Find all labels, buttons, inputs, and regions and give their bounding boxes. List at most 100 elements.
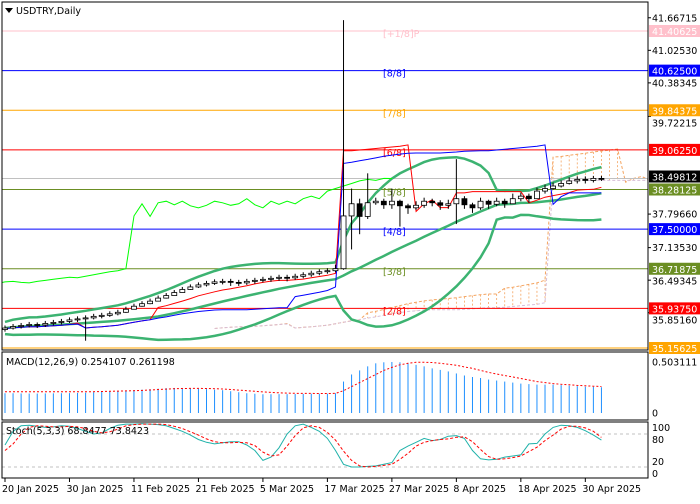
candle-body: [83, 318, 88, 319]
macd-label: MACD(12,26,9) 0.254107 0.261198: [6, 357, 175, 368]
candle-body: [204, 283, 209, 285]
candle-body: [494, 201, 499, 204]
candle-body: [414, 205, 419, 208]
candle-body: [51, 322, 56, 323]
candle-body: [99, 315, 104, 316]
candle-body: [268, 278, 273, 279]
candle-body: [309, 273, 314, 275]
macd-tick-label: 0.503111: [652, 357, 697, 368]
candle-body: [244, 281, 249, 283]
candle-body: [91, 316, 96, 318]
candle-body: [446, 204, 451, 206]
candle-body: [220, 281, 225, 282]
candle-body: [75, 319, 80, 320]
stoch-tick-label: 100: [652, 423, 670, 434]
candle-body: [180, 289, 185, 292]
candle-body: [502, 201, 507, 204]
candle-body: [543, 189, 548, 192]
candle-body: [591, 178, 596, 180]
candle-body: [19, 325, 24, 326]
candle-body: [59, 321, 64, 322]
candle-body: [277, 277, 282, 278]
candle-body: [567, 181, 572, 184]
murrey-label: [3/8]: [383, 267, 406, 278]
price-badge-label: 39.84375: [652, 106, 697, 117]
date-tick-label: 11 Feb 2025: [131, 484, 190, 495]
price-badge-label: 37.50000: [652, 225, 697, 236]
candle-body: [115, 312, 120, 314]
candle-body: [438, 203, 443, 206]
candle-body: [156, 298, 161, 301]
candle-body: [462, 199, 467, 205]
candle-body: [397, 201, 402, 206]
candle-body: [67, 320, 72, 322]
murrey-label: [4/8]: [383, 227, 406, 238]
candle-body: [381, 201, 386, 205]
candle-body: [228, 281, 233, 282]
price-badge-label: 39.06250: [652, 146, 697, 157]
candle-body: [341, 216, 346, 269]
current-price-label: 38.49812: [652, 173, 697, 184]
candle-body: [27, 324, 32, 325]
candle-body: [164, 296, 169, 299]
candle-body: [260, 279, 265, 280]
price-tick-label: 40.38345: [652, 78, 697, 89]
candle-body: [148, 301, 153, 304]
candle-body: [559, 183, 564, 186]
murrey-label: [7/8]: [383, 108, 406, 119]
date-tick-label: 21 Feb 2025: [195, 484, 254, 495]
candle-body: [518, 196, 523, 199]
candle-body: [333, 269, 338, 271]
price-badge-label: 40.62500: [652, 67, 697, 78]
candle-body: [35, 324, 40, 325]
macd-tick-label: 0: [652, 409, 658, 420]
stoch-tick-label: 0: [652, 469, 658, 480]
candle-body: [575, 179, 580, 181]
date-tick-label: 5 Mar 2025: [260, 484, 314, 495]
candle-body: [534, 191, 539, 199]
price-badge-label: 38.28125: [652, 186, 697, 197]
candle-body: [470, 205, 475, 208]
candle-body: [486, 201, 491, 204]
stoch-tick-label: 20: [652, 457, 664, 468]
candle-body: [325, 271, 330, 272]
candle-body: [430, 201, 435, 203]
price-tick-label: 36.49345: [652, 277, 697, 288]
price-tick-label: 41.66715: [652, 13, 697, 24]
candle-body: [454, 199, 459, 204]
candle-body: [140, 304, 145, 307]
candle-body: [373, 201, 378, 203]
candle-body: [510, 199, 515, 204]
symbol-title: USDTRY,Daily: [16, 6, 81, 17]
candle-body: [123, 309, 128, 312]
candle-body: [317, 272, 322, 274]
price-tick-label: 37.13530: [652, 243, 697, 254]
price-tick-label: 41.02530: [652, 46, 697, 57]
date-tick-label: 20 Jan 2025: [2, 484, 59, 495]
murrey-label: [5/8]: [383, 188, 406, 199]
price-badge-label: 36.71875: [652, 265, 697, 276]
candle-body: [365, 203, 370, 217]
date-tick-label: 17 Mar 2025: [324, 484, 384, 495]
date-tick-label: 27 Mar 2025: [389, 484, 449, 495]
date-tick-label: 8 Apr 2025: [453, 484, 506, 495]
candle-body: [478, 201, 483, 208]
price-badge-label: 35.15625: [652, 344, 697, 355]
candle-body: [301, 275, 306, 277]
candle-body: [212, 282, 217, 284]
candle-body: [188, 287, 193, 290]
candle-body: [172, 293, 177, 296]
candle-body: [583, 179, 588, 180]
murrey-label: [+1/8]P: [383, 29, 420, 40]
price-badge-label: 41.40625: [652, 27, 697, 38]
stoch-tick-label: 80: [652, 435, 664, 446]
candle-body: [43, 323, 48, 325]
candle-body: [349, 204, 354, 216]
stoch-label: Stoch(5,3,3) 68.8477 73.8423: [6, 426, 149, 437]
candle-body: [236, 282, 241, 283]
price-badge-label: 35.93750: [652, 304, 697, 315]
candle-body: [11, 327, 16, 329]
candle-body: [107, 314, 112, 316]
price-tick-label: 37.79660: [652, 210, 697, 221]
